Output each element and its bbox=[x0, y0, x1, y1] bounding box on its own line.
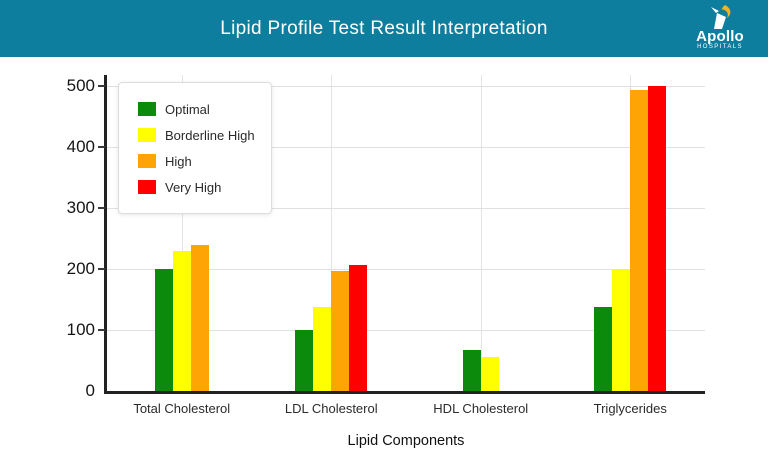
legend-item: Borderline High bbox=[138, 122, 271, 148]
category-gridline bbox=[480, 75, 482, 391]
bar-borderline-high bbox=[172, 251, 191, 391]
y-axis-label: 100 bbox=[66, 320, 95, 339]
bar-group bbox=[406, 75, 556, 391]
bar-borderline-high bbox=[612, 270, 631, 391]
bar-high bbox=[630, 90, 649, 391]
x-axis-label: LDL Cholesterol bbox=[284, 401, 378, 416]
chart: Total Cholesterol LDL Cholesterol HDL Chol… bbox=[0, 57, 768, 461]
bar-high bbox=[190, 245, 209, 391]
legend-item: High bbox=[138, 148, 271, 174]
y-axis-label: 0 bbox=[85, 381, 95, 400]
bar-optimal bbox=[295, 330, 314, 391]
y-axis-label: 200 bbox=[66, 259, 95, 278]
torch-icon bbox=[711, 5, 731, 29]
bar-optimal bbox=[594, 307, 613, 391]
gridline bbox=[107, 329, 705, 331]
x-axis-labels: Total Cholesterol LDL Cholesterol HDL Chol… bbox=[107, 401, 705, 416]
bar-group bbox=[257, 75, 407, 391]
legend: Optimal Borderline High High Very High bbox=[118, 82, 272, 214]
category-gridline bbox=[331, 75, 333, 391]
logo-text: Apollo bbox=[696, 28, 744, 45]
header-bar: Lipid Profile Test Result Interpretation… bbox=[0, 0, 768, 57]
apollo-logo: Apollo HOSPITALS bbox=[688, 4, 752, 54]
page-title: Lipid Profile Test Result Interpretation bbox=[220, 17, 548, 39]
bar-optimal bbox=[154, 269, 173, 391]
logo-subtext: HOSPITALS bbox=[697, 44, 743, 50]
legend-swatch bbox=[138, 102, 156, 116]
bar-groups bbox=[107, 75, 705, 391]
gridline bbox=[107, 85, 705, 87]
x-axis-label: HDL Cholesterol bbox=[433, 401, 529, 416]
plot-area: Total Cholesterol LDL Cholesterol HDL Chol… bbox=[67, 75, 705, 449]
bar-optimal bbox=[462, 350, 481, 391]
legend-label: Very High bbox=[165, 179, 222, 195]
bar-very-high bbox=[349, 265, 368, 391]
legend-label: Optimal bbox=[165, 101, 210, 117]
x-axis-title: Lipid Components bbox=[347, 433, 465, 449]
y-tick-mark bbox=[98, 146, 105, 148]
legend-swatch bbox=[138, 128, 156, 142]
bar-borderline-high bbox=[480, 357, 499, 391]
y-tick-mark bbox=[98, 268, 105, 270]
x-axis-label: Triglycerides bbox=[593, 401, 667, 416]
y-tick-mark bbox=[98, 85, 105, 87]
legend-label: Borderline High bbox=[165, 127, 255, 143]
legend-item: Optimal bbox=[138, 96, 271, 122]
y-axis-label: 300 bbox=[66, 198, 95, 217]
legend-label: High bbox=[165, 153, 192, 169]
bar-group bbox=[107, 75, 257, 391]
gridline bbox=[107, 268, 705, 270]
legend-swatch bbox=[138, 154, 156, 168]
bar-borderline-high bbox=[313, 307, 332, 391]
legend-swatch bbox=[138, 180, 156, 194]
y-axis-label: 400 bbox=[66, 137, 95, 156]
x-axis-label: Total Cholesterol bbox=[133, 401, 231, 416]
legend-item: Very High bbox=[138, 174, 271, 200]
y-tick-mark bbox=[98, 207, 105, 209]
y-axis-label: 500 bbox=[66, 76, 95, 95]
gridline bbox=[107, 146, 705, 148]
bar-group bbox=[556, 75, 706, 391]
gridline bbox=[107, 207, 705, 209]
y-tick-mark bbox=[98, 329, 105, 331]
category-gridline bbox=[181, 75, 183, 391]
bar-high bbox=[331, 271, 350, 391]
bar-very-high bbox=[648, 86, 667, 391]
